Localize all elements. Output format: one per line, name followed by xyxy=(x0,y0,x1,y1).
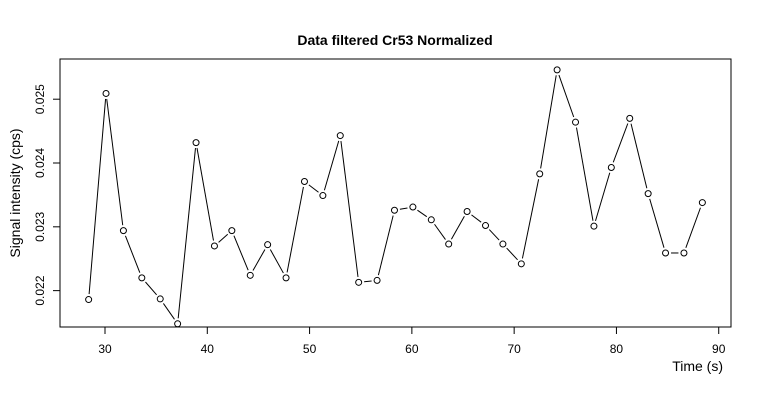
x-axis: 30 40 50 60 70 80 90 xyxy=(98,327,726,356)
line-segment xyxy=(269,249,284,274)
line-segment xyxy=(364,280,372,283)
y-tick-label-0.022: 0.022 xyxy=(33,275,47,305)
data-point xyxy=(336,132,344,140)
line-segment xyxy=(399,207,408,210)
y-tick-label-0.023: 0.023 xyxy=(33,211,47,241)
line-segment xyxy=(575,127,594,221)
data-point xyxy=(499,240,507,248)
line-segment xyxy=(488,229,500,241)
y-tick-label-0.024: 0.024 xyxy=(33,148,47,178)
line-segment xyxy=(162,303,175,320)
data-point xyxy=(210,242,218,250)
line-segment xyxy=(471,214,482,223)
data-point xyxy=(282,274,290,282)
line-segment xyxy=(377,215,394,276)
line-segment xyxy=(308,184,319,193)
data-point xyxy=(355,278,363,286)
line-segment xyxy=(417,209,428,218)
data-point xyxy=(390,206,398,214)
data-point xyxy=(607,163,615,171)
line-segment xyxy=(286,186,304,273)
line-segment xyxy=(434,223,446,240)
data-point xyxy=(662,249,670,257)
data-point xyxy=(680,249,688,257)
data-point xyxy=(300,178,308,186)
chart-title: Data filtered Cr53 Normalized xyxy=(297,32,492,48)
data-point xyxy=(228,227,236,235)
data-point xyxy=(174,320,182,328)
y-axis: 0.022 0.023 0.024 0.025 xyxy=(33,84,60,306)
data-point xyxy=(553,66,561,74)
data-point xyxy=(102,89,110,97)
data-point xyxy=(572,118,580,126)
line-segment xyxy=(252,249,266,271)
series-points xyxy=(85,66,706,328)
line-segment xyxy=(145,281,157,296)
y-tick-label-0.025: 0.025 xyxy=(33,84,47,114)
y-axis-label: Signal intensity (cps) xyxy=(7,128,23,257)
line-segment xyxy=(106,98,124,226)
line-segment xyxy=(521,179,540,259)
data-point xyxy=(138,274,146,282)
data-point xyxy=(409,203,417,211)
data-point xyxy=(590,222,598,230)
series-line xyxy=(88,74,701,320)
line-segment xyxy=(649,198,665,248)
data-point xyxy=(698,199,706,207)
x-tick-label-70: 70 xyxy=(507,342,521,356)
line-segment xyxy=(612,123,629,163)
plot-frame xyxy=(59,58,732,328)
line-segment xyxy=(218,233,229,243)
data-point xyxy=(246,271,254,279)
data-point xyxy=(482,222,490,230)
line-segment xyxy=(340,140,359,277)
x-tick-label-30: 30 xyxy=(98,342,112,356)
line-segment xyxy=(685,207,701,248)
x-tick-label-90: 90 xyxy=(712,342,726,356)
line-segment xyxy=(595,172,611,222)
data-point xyxy=(119,227,127,235)
data-point xyxy=(626,114,634,122)
x-tick-label-50: 50 xyxy=(303,342,317,356)
data-point xyxy=(156,295,164,303)
data-point xyxy=(192,139,200,147)
x-tick-label-40: 40 xyxy=(201,342,215,356)
line-segment xyxy=(233,235,249,271)
line-segment xyxy=(88,98,107,295)
x-tick-label-80: 80 xyxy=(610,342,624,356)
line-segment xyxy=(323,140,340,191)
line-segment xyxy=(177,148,196,319)
data-point xyxy=(644,190,652,198)
line-segment xyxy=(196,147,214,241)
data-point xyxy=(517,260,525,268)
line-segment xyxy=(506,247,518,261)
data-point xyxy=(427,216,435,224)
x-tick-label-60: 60 xyxy=(405,342,419,356)
line-segment xyxy=(540,75,557,169)
line-segment xyxy=(630,123,648,189)
data-point xyxy=(445,240,453,248)
data-point xyxy=(463,208,471,216)
line-segment xyxy=(450,216,465,240)
data-point xyxy=(536,170,544,178)
line-segment xyxy=(124,235,141,273)
data-point xyxy=(85,296,93,304)
line-segment xyxy=(558,74,575,118)
data-point xyxy=(264,241,272,249)
data-point xyxy=(319,192,327,200)
x-axis-label: Time (s) xyxy=(672,358,723,374)
data-point xyxy=(373,276,381,284)
